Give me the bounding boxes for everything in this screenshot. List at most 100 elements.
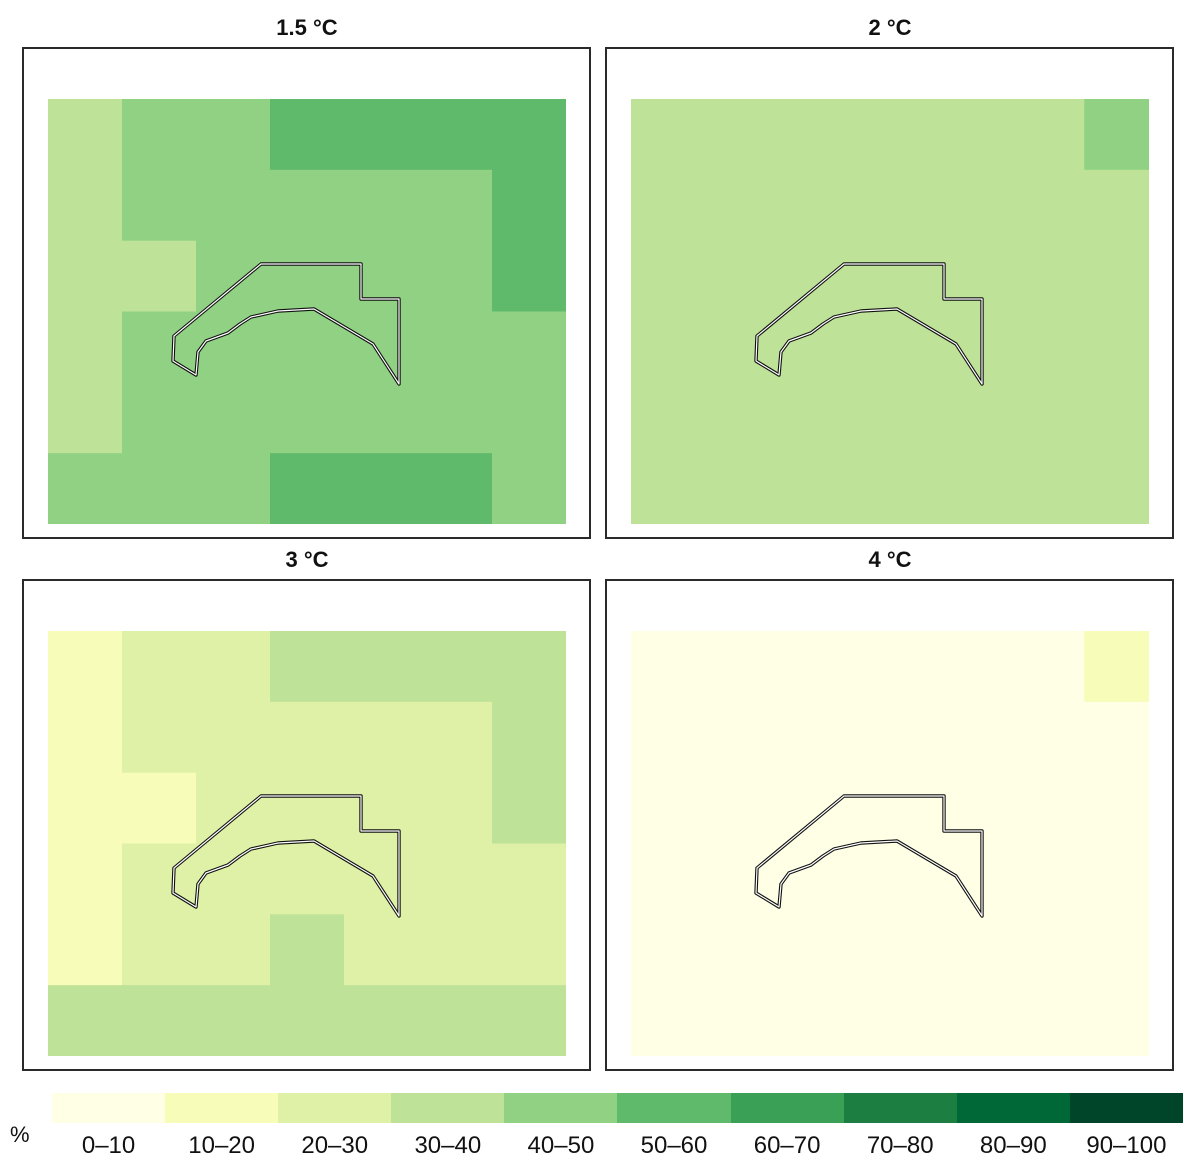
grid-cell bbox=[196, 169, 271, 242]
grid-cell bbox=[418, 701, 493, 774]
legend-color-bar bbox=[52, 1093, 1183, 1123]
grid-cell bbox=[122, 240, 197, 313]
grid-cell bbox=[1019, 985, 1085, 1056]
grid-cell bbox=[270, 382, 345, 454]
grid-cell bbox=[492, 99, 566, 171]
grid-cell bbox=[760, 240, 826, 313]
grid-cell bbox=[825, 99, 891, 171]
grid-cell bbox=[270, 453, 345, 524]
grid-cell bbox=[954, 240, 1021, 313]
grid-cell bbox=[344, 382, 419, 454]
grid-cell bbox=[760, 169, 826, 242]
grid-cell bbox=[48, 914, 123, 986]
grid-cell bbox=[631, 382, 697, 454]
grid-cell bbox=[1084, 169, 1149, 242]
grid-cell bbox=[1019, 631, 1085, 703]
grid-cell bbox=[1084, 240, 1149, 313]
grid-cell bbox=[122, 701, 197, 774]
grid-cell bbox=[1084, 453, 1149, 524]
panel-title-3: 3 °C bbox=[285, 547, 329, 572]
grid-cell bbox=[48, 985, 123, 1056]
grid-cell bbox=[1084, 99, 1149, 171]
grid-cell bbox=[954, 631, 1021, 703]
legend-label: 60–70 bbox=[753, 1132, 821, 1159]
grid-cell bbox=[954, 169, 1021, 242]
grid-cell bbox=[695, 631, 762, 703]
grid-cell bbox=[760, 99, 826, 171]
grid-cell bbox=[418, 914, 493, 986]
grid-cell bbox=[954, 382, 1021, 454]
grid-cell bbox=[122, 772, 197, 845]
grid-cell bbox=[1019, 914, 1085, 986]
legend-swatch bbox=[617, 1093, 731, 1123]
grid-cell bbox=[196, 99, 271, 171]
grid-cell bbox=[760, 453, 826, 524]
grid-cell bbox=[1019, 701, 1085, 774]
grid-cell bbox=[954, 985, 1021, 1056]
grid-cell bbox=[1019, 169, 1085, 242]
grid-map bbox=[48, 631, 566, 1056]
grid-cell bbox=[122, 382, 197, 454]
grid-cell bbox=[760, 772, 826, 845]
grid-cell bbox=[954, 311, 1021, 383]
grid-cell bbox=[344, 240, 419, 313]
grid-cell bbox=[492, 772, 566, 845]
grid-cell bbox=[890, 843, 956, 915]
grid-cell bbox=[48, 631, 123, 703]
grid-cell bbox=[122, 453, 197, 524]
grid-cell bbox=[760, 985, 826, 1056]
grid-cell bbox=[492, 169, 566, 242]
panel-title-2: 2 °C bbox=[868, 15, 912, 40]
grid-cell bbox=[695, 99, 762, 171]
legend-swatch bbox=[391, 1093, 505, 1123]
grid-cell bbox=[418, 240, 493, 313]
legend-labels: 0–10 10–20 20–30 30–40 40–50 50–60 60–70… bbox=[52, 1132, 1183, 1160]
grid-cell bbox=[695, 772, 762, 845]
grid-cell bbox=[418, 99, 493, 171]
grid-cell bbox=[344, 701, 419, 774]
region-outline-inner bbox=[755, 263, 983, 385]
map-panel-3 bbox=[22, 579, 591, 1071]
grid-cell bbox=[631, 169, 697, 242]
grid-cell bbox=[492, 631, 566, 703]
grid-cell bbox=[122, 843, 197, 915]
grid-cell bbox=[631, 843, 697, 915]
legend-label: 30–40 bbox=[414, 1132, 482, 1159]
grid-cell bbox=[196, 772, 271, 845]
region-outline-inner bbox=[172, 263, 400, 385]
grid-cell bbox=[418, 311, 493, 383]
grid-cell bbox=[48, 772, 123, 845]
grid-cell bbox=[492, 914, 566, 986]
grid-cell bbox=[1019, 843, 1085, 915]
grid-cell bbox=[695, 311, 762, 383]
grid-cell bbox=[492, 701, 566, 774]
grid-cell bbox=[492, 843, 566, 915]
grid-cell bbox=[760, 382, 826, 454]
grid-cell bbox=[890, 914, 956, 986]
grid-cell bbox=[270, 985, 345, 1056]
grid-cell bbox=[418, 453, 493, 524]
grid-cell bbox=[418, 843, 493, 915]
grid-cell bbox=[760, 631, 826, 703]
grid-cell bbox=[1084, 311, 1149, 383]
grid-cell bbox=[270, 631, 345, 703]
grid-cell bbox=[1084, 914, 1149, 986]
grid-cell bbox=[631, 99, 697, 171]
grid-cell bbox=[270, 914, 345, 986]
grid-cell bbox=[418, 985, 493, 1056]
grid-cell bbox=[344, 453, 419, 524]
grid-cell bbox=[48, 382, 123, 454]
grid-cell bbox=[760, 701, 826, 774]
grid-cell bbox=[270, 240, 345, 313]
legend-swatch bbox=[956, 1093, 1070, 1123]
grid-cell bbox=[196, 985, 271, 1056]
grid-cell bbox=[418, 382, 493, 454]
grid-cell bbox=[1084, 985, 1149, 1056]
grid-cell bbox=[344, 631, 419, 703]
grid-cell bbox=[890, 311, 956, 383]
grid-cell bbox=[48, 843, 123, 915]
legend-label: 10–20 bbox=[188, 1132, 256, 1159]
legend-swatch bbox=[504, 1093, 618, 1123]
grid-cell bbox=[695, 382, 762, 454]
legend-swatch bbox=[1069, 1093, 1183, 1123]
